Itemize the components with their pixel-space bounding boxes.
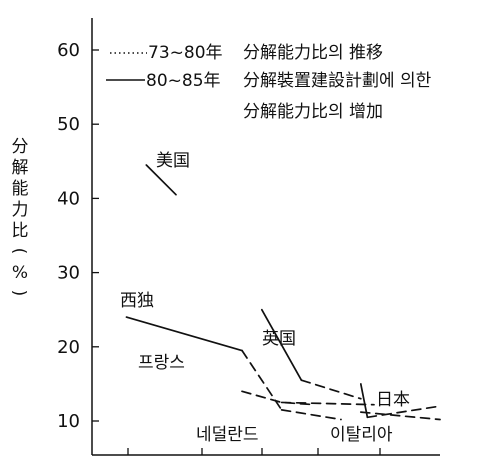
series-line-1-2: [280, 409, 342, 421]
legend-label-2c: 分解能力比의 增加: [243, 102, 383, 122]
series-lines: [125, 164, 441, 421]
y-tick-label: 20: [57, 337, 80, 358]
y-label-char: 力: [12, 200, 29, 220]
series-line-2-0: [241, 390, 316, 406]
y-ticks: 10 20 30 40 50 60: [57, 40, 99, 432]
series-line-4-0: [359, 383, 369, 419]
y-tick-label: 10: [57, 411, 80, 432]
series-label-0: 美国: [156, 151, 190, 171]
series-line-5-0: [359, 411, 441, 421]
y-axis-label: 分解能力比 (%): [9, 137, 29, 296]
y-label-char: 分: [12, 137, 29, 157]
series-line-1-0: [125, 316, 243, 352]
legend-label-2a: 80~85年: [146, 71, 221, 91]
legend-label-1b: 分解能力比의 推移: [243, 43, 383, 63]
legend-label-1a: 73~80年: [148, 43, 223, 63]
series-line-3-1: [300, 379, 362, 400]
series-label-2: 프랑스: [138, 353, 185, 373]
legend-label-2b: 分解裝置建設計劃에 의한: [243, 71, 432, 91]
y-tick-label: 60: [57, 40, 80, 61]
legend: 73~80年 分解能力比의 推移 80~85年 分解裝置建設計劃에 의한 分解能力比의 …: [106, 43, 432, 122]
series-line-3-0: [260, 308, 303, 382]
y-label-char: ): [9, 290, 29, 297]
series-label-5: 네덜란드: [196, 425, 259, 445]
series-line-6-0: [280, 401, 375, 406]
series-label-4: 日本: [376, 390, 410, 410]
series-label-6: 이탈리아: [330, 425, 393, 445]
axes: [91, 18, 440, 456]
y-tick-label: 30: [57, 263, 80, 284]
y-label-char: 比: [12, 221, 29, 241]
y-label-char: 解: [12, 158, 29, 178]
y-label-char: (: [9, 248, 29, 255]
y-tick-label: 50: [57, 114, 80, 135]
series-line-0-0: [145, 164, 177, 196]
y-label-char: 能: [12, 179, 29, 199]
y-label-char: %: [12, 263, 28, 283]
series-label-1: 西独: [120, 291, 154, 311]
y-tick-label: 40: [57, 188, 80, 209]
series-label-3: 英国: [262, 329, 296, 349]
series-line-4-1: [366, 405, 441, 419]
